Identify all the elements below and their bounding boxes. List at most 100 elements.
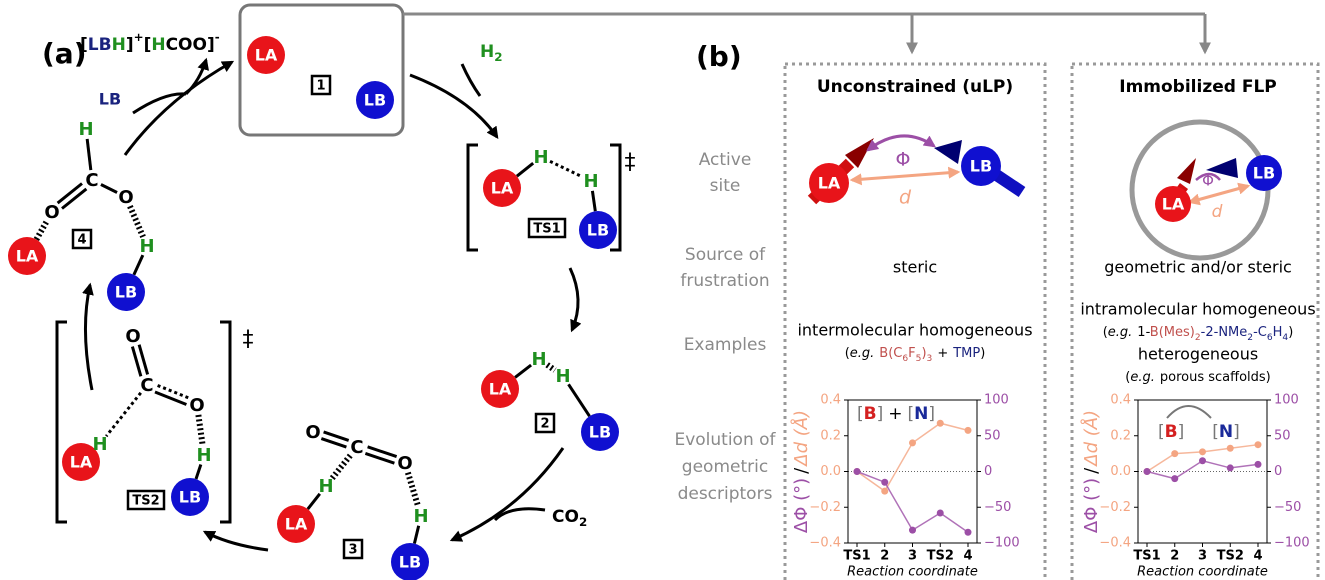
y-tick-label: 0.2: [1110, 428, 1131, 443]
text-fragment: ]: [1178, 422, 1185, 442]
text-fragment: +: [888, 404, 902, 424]
atom-label: LA: [255, 46, 278, 65]
text-fragment: H: [112, 35, 126, 55]
y-tick-label: 0.4: [820, 393, 841, 408]
x-axis-label: Reaction coordinate: [847, 565, 978, 580]
data-point: [965, 427, 972, 434]
text-fragment: B: [864, 404, 877, 424]
x-axis-label: Reaction coordinate: [1137, 565, 1268, 580]
y-tick-label: 100: [984, 393, 1009, 408]
x-tick-label: TS2: [927, 549, 954, 564]
reaction-arrow: [205, 532, 268, 550]
row-label: geometric: [682, 457, 768, 477]
series-line: [857, 423, 968, 491]
text-fragment: ]: [126, 35, 134, 55]
text-fragment: 2: [579, 515, 587, 529]
atom-label: LB: [970, 157, 992, 176]
reaction-arrow: [570, 268, 578, 330]
species-id: 3: [348, 543, 357, 558]
y-tick-label: −50: [984, 500, 1011, 515]
data-point: [909, 439, 916, 446]
bond: [592, 191, 595, 211]
atom-label: LA: [1162, 195, 1185, 214]
atom-label: H: [78, 119, 93, 140]
atom-label: LB: [1253, 164, 1275, 183]
bond: [101, 184, 117, 192]
reaction-arrow: [452, 448, 563, 540]
bond: [332, 455, 351, 478]
text-fragment: COO]: [166, 35, 215, 55]
text-fragment: 2: [494, 50, 502, 64]
text-fragment: e.g.: [850, 346, 875, 361]
data-point: [881, 479, 888, 486]
y-tick-label: −0.4: [809, 536, 841, 551]
distance-arrow: [852, 172, 958, 180]
bond: [550, 161, 582, 176]
data-point: [1171, 450, 1178, 457]
species-id: TS1: [533, 222, 560, 237]
x-tick-label: 2: [1170, 549, 1179, 564]
rich-text: (e.g.porous scaffolds): [1125, 370, 1270, 385]
text-fragment: B: [1165, 422, 1178, 442]
panel-label: (b): [696, 40, 742, 73]
y-tick-label: −100: [984, 536, 1020, 551]
species-id: 1: [316, 79, 325, 94]
data-point: [1255, 461, 1262, 468]
atom-label: O: [189, 395, 204, 416]
atom-label: O: [125, 326, 140, 347]
frustration-source: steric: [893, 258, 937, 277]
atom-label: C: [350, 437, 363, 458]
text-fragment: [: [908, 404, 915, 424]
text-fragment: +: [937, 346, 948, 361]
y-axis-label-part: ΔΦ (°): [791, 478, 812, 533]
reagent-arrow: [133, 94, 186, 113]
data-point: [937, 509, 944, 516]
transition-state-mark: ‡: [243, 327, 254, 352]
example: heterogeneous: [1138, 345, 1258, 364]
atom-label: LB: [587, 221, 609, 240]
y-tick-label: 0: [984, 464, 992, 479]
x-tick-label: 4: [963, 549, 972, 564]
data-point: [937, 420, 944, 427]
y-axis-label-part: ΔΦ (°): [1081, 478, 1102, 533]
atom-label: LB: [364, 91, 386, 110]
data-point: [1171, 475, 1178, 482]
atom-label: LA: [489, 380, 512, 399]
confinement-circle: [1132, 122, 1268, 258]
bond: [62, 189, 86, 209]
row-label: descriptors: [678, 484, 773, 504]
y-tick-label: −0.2: [1099, 500, 1131, 515]
transition-state-mark: ‡: [625, 150, 636, 175]
bracket: [468, 145, 478, 250]
text-fragment: [: [857, 404, 864, 424]
data-point: [881, 488, 888, 495]
text-fragment: [: [1212, 422, 1219, 442]
data-point: [1227, 464, 1234, 471]
atom-label: O: [118, 187, 133, 208]
atom-label: O: [397, 453, 412, 474]
atom-label: LB: [589, 423, 611, 442]
text-fragment: H: [1273, 325, 1283, 340]
x-tick-label: TS2: [1217, 549, 1244, 564]
atom-label: LB: [115, 283, 137, 302]
atom-label: LA: [491, 179, 514, 198]
text-fragment: B(C: [879, 346, 902, 361]
atom-label: LA: [16, 247, 39, 266]
text-fragment: ]: [1233, 422, 1240, 442]
phi-label: Φ: [896, 149, 911, 171]
text-fragment: H: [151, 35, 165, 55]
bond: [547, 365, 555, 370]
column-header: Immobilized FLP: [1119, 77, 1277, 97]
y-tick-label: 0.2: [820, 428, 841, 443]
bond: [408, 473, 418, 507]
data-point: [909, 527, 916, 534]
atom-label: H: [555, 366, 570, 387]
text-fragment: [: [80, 35, 88, 55]
bracket: [220, 322, 230, 522]
row-label: frustration: [680, 271, 769, 291]
text-fragment: [: [1158, 422, 1165, 442]
rich-text: CO2: [552, 507, 587, 529]
row-label: Evolution of: [674, 430, 776, 450]
distance-label: d: [899, 187, 912, 209]
distance-label: d: [1212, 202, 1223, 222]
